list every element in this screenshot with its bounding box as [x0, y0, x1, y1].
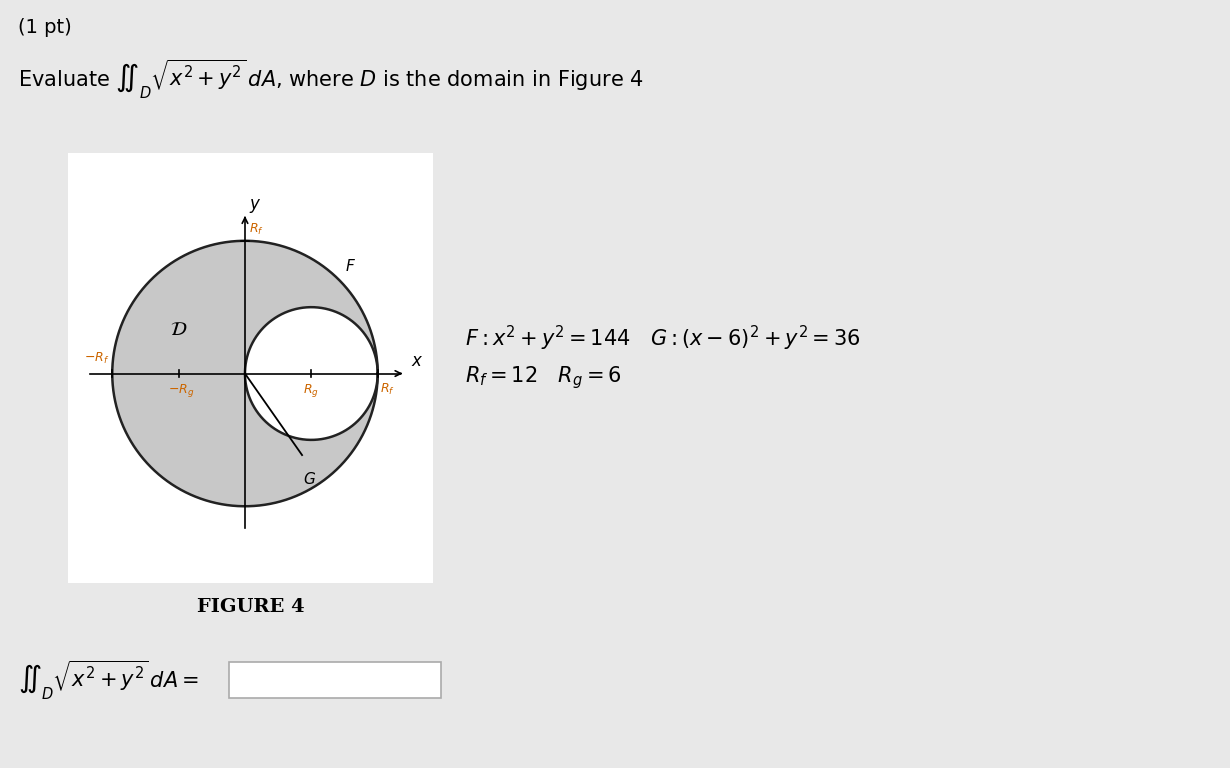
Text: $y$: $y$ [250, 197, 262, 215]
Text: $\iint_D \sqrt{x^2 + y^2}\, dA =$: $\iint_D \sqrt{x^2 + y^2}\, dA =$ [18, 658, 199, 701]
Text: $F$: $F$ [344, 258, 355, 274]
FancyBboxPatch shape [229, 662, 442, 698]
Text: $-R_f$: $-R_f$ [84, 351, 109, 366]
Text: $R_f$: $R_f$ [250, 223, 264, 237]
Text: $R_g$: $R_g$ [304, 382, 320, 399]
Text: $R_f = 12 \quad R_g = 6$: $R_f = 12 \quad R_g = 6$ [465, 365, 622, 392]
Text: (1 pt): (1 pt) [18, 18, 71, 37]
Text: $-R_g$: $-R_g$ [167, 382, 194, 399]
Text: Evaluate $\iint_D \sqrt{x^2 + y^2}\, dA$, where $\mathit{D}$ is the domain in Fi: Evaluate $\iint_D \sqrt{x^2 + y^2}\, dA$… [18, 58, 643, 101]
Text: $x$: $x$ [411, 353, 423, 370]
Polygon shape [112, 241, 378, 506]
Text: $\mathcal{D}$: $\mathcal{D}$ [170, 319, 187, 339]
Text: $G$: $G$ [303, 472, 316, 488]
Polygon shape [245, 307, 378, 440]
Text: $F : x^2 + y^2 = 144 \quad G : (x-6)^2 + y^2 = 36$: $F : x^2 + y^2 = 144 \quad G : (x-6)^2 +… [465, 323, 861, 353]
Text: $R_f$: $R_f$ [380, 382, 395, 398]
Bar [68, 153, 433, 583]
Text: FIGURE 4: FIGURE 4 [197, 598, 304, 616]
Text: 1152pi: 1152pi [304, 670, 367, 688]
